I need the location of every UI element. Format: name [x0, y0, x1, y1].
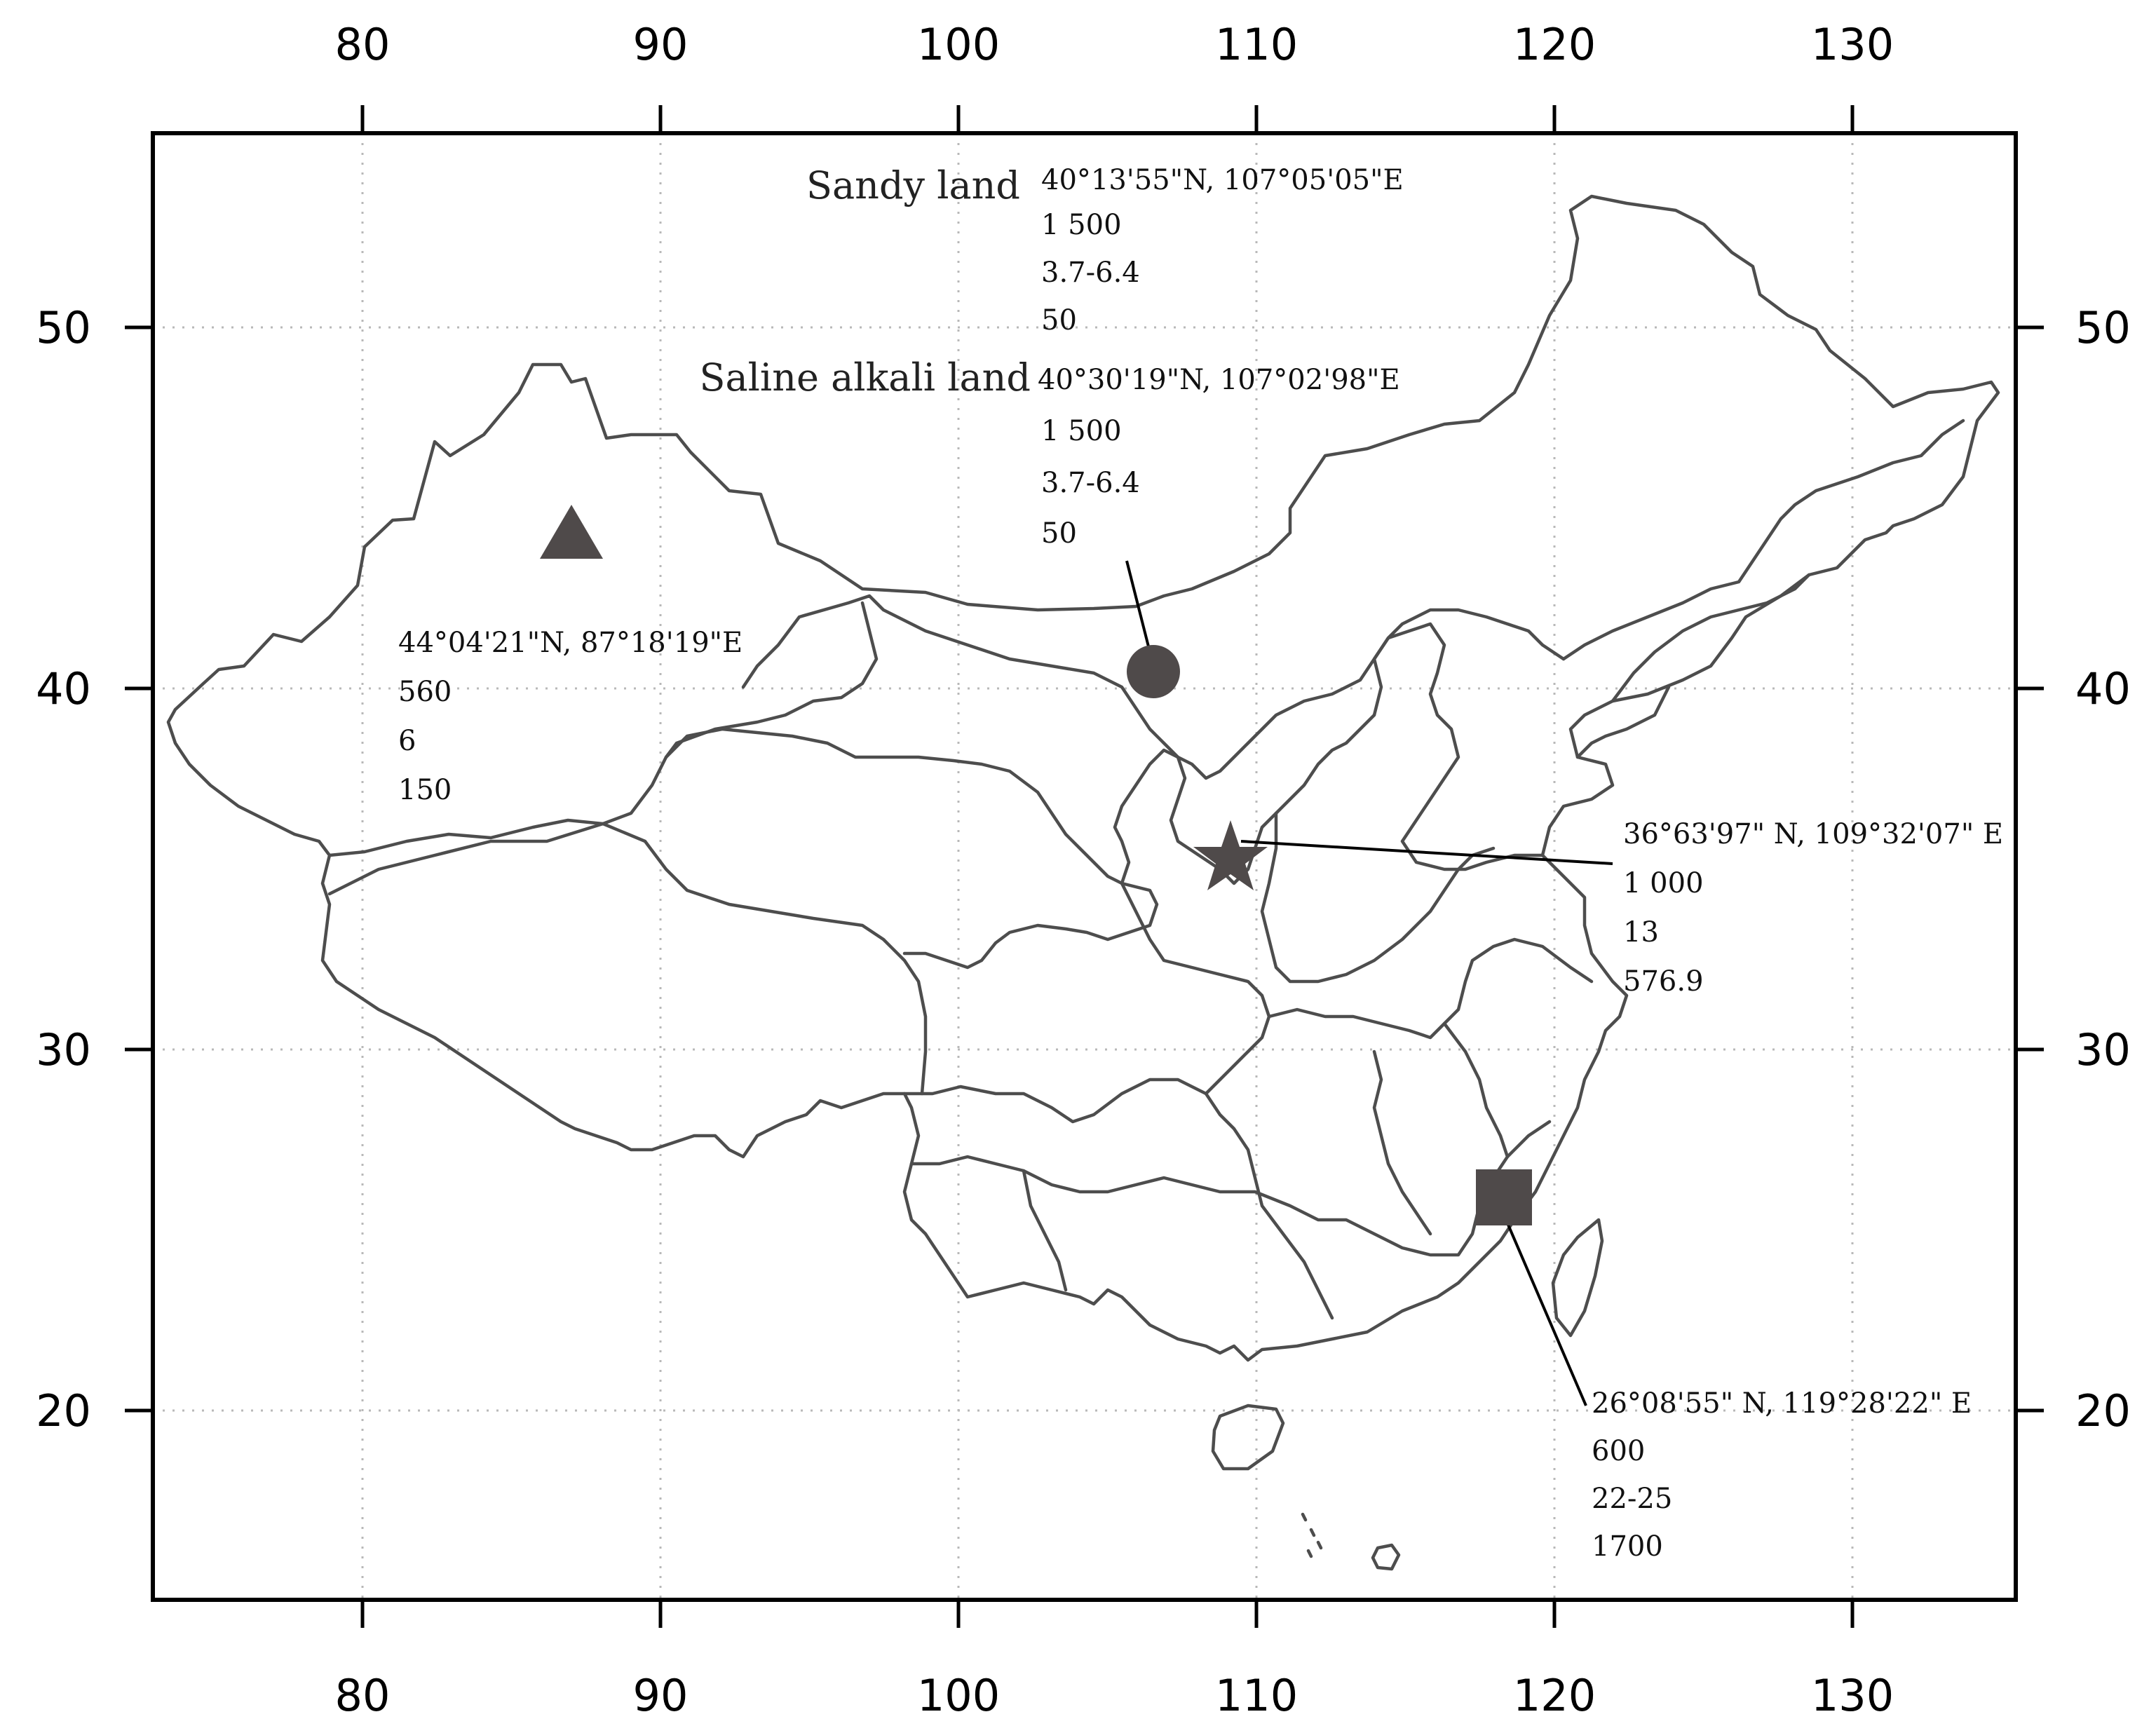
star-value-1: 1 000	[1623, 867, 1704, 899]
lat-label-left-30: 30	[36, 1024, 91, 1075]
lon-label-top-80: 80	[335, 19, 391, 70]
taiwan-outline	[1551, 1218, 1604, 1338]
square-value-1: 600	[1592, 1435, 1645, 1467]
lon-label-bottom-90: 90	[633, 1670, 689, 1721]
lat-label-right-30: 30	[2075, 1024, 2131, 1075]
square-site-annotation: 26°08'55" N, 119°28'22" E 600 22-25 1700	[1592, 1387, 1972, 1563]
site-markers	[540, 505, 1532, 1225]
triangle-value-3: 150	[398, 774, 452, 806]
lat-label-right-40: 40	[2075, 663, 2131, 714]
star-value-2: 13	[1623, 916, 1659, 949]
gansu-inner-mongolia-boundary	[741, 594, 1566, 780]
qinghai-boundary	[664, 727, 1159, 970]
triangle-value-2: 6	[398, 725, 416, 757]
lon-label-top-100: 100	[917, 19, 1000, 70]
south-boundary	[909, 1120, 1552, 1257]
lat-label-left-50: 50	[36, 302, 91, 353]
circle-site-annotation: Sandy land 40°13'55"N, 107°05'05"E 1 500…	[699, 163, 1403, 550]
lon-label-bottom-110: 110	[1215, 1670, 1298, 1721]
square-leader-line	[1505, 1219, 1587, 1406]
central-boundary	[1120, 881, 1334, 1320]
lon-label-bottom-120: 120	[1513, 1670, 1596, 1721]
hainan-outline	[1211, 1404, 1285, 1471]
saline-alkali-land-label: Saline alkali land	[699, 355, 1031, 400]
gridlines	[153, 133, 2016, 1600]
tick-labels: 80 90 100 110 120 130 80 90 100 110 120 …	[36, 19, 2131, 1721]
star-marker	[1193, 820, 1268, 890]
yangtze-boundary	[1267, 937, 1594, 1040]
sandy-land-label: Sandy land	[806, 163, 1020, 208]
hebei-shandong-boundary	[1372, 622, 1545, 871]
saline-coordinates: 40°30'19"N, 107°02'98"E	[1038, 364, 1400, 396]
lat-label-left-20: 20	[36, 1385, 91, 1436]
sandy-value-3: 50	[1041, 304, 1077, 337]
lat-label-right-20: 20	[2075, 1385, 2131, 1436]
northeast-boundary	[1561, 419, 1965, 759]
jiangxi-fujian-boundary	[1372, 1021, 1510, 1236]
star-site-annotation: 36°63'97" N, 109°32'07" E 1 000 13 576.9	[1623, 818, 2003, 998]
south-sea-islands	[1301, 1512, 1401, 1571]
triangle-value-1: 560	[398, 676, 452, 708]
star-coordinates: 36°63'97" N, 109°32'07" E	[1623, 818, 2003, 850]
sandy-value-1: 1 500	[1041, 209, 1122, 241]
sandy-coordinates: 40°13'55"N, 107°05'05"E	[1041, 164, 1404, 196]
circle-leader-line	[1125, 560, 1151, 653]
triangle-marker	[540, 505, 603, 559]
square-value-2: 22-25	[1592, 1483, 1672, 1515]
lat-label-right-50: 50	[2075, 302, 2131, 353]
square-marker	[1476, 1169, 1532, 1225]
yunnan-guizhou-boundary	[902, 1078, 1208, 1292]
triangle-site-annotation: 44°04'21"N, 87°18'19"E 560 6 150	[398, 627, 743, 806]
star-value-3: 576.9	[1623, 965, 1704, 998]
lon-label-bottom-80: 80	[335, 1670, 391, 1721]
leader-lines	[1125, 560, 1613, 1406]
national-outline	[166, 194, 2000, 1362]
square-coordinates: 26°08'55" N, 119°28'22" E	[1592, 1387, 1972, 1420]
sandy-value-2: 3.7-6.4	[1041, 257, 1140, 289]
saline-value-2: 3.7-6.4	[1041, 467, 1140, 499]
shanxi-henan-boundary	[1260, 811, 1496, 984]
lon-label-top-90: 90	[633, 19, 689, 70]
saline-value-3: 50	[1041, 517, 1077, 550]
circle-marker	[1127, 645, 1180, 698]
lon-label-bottom-130: 130	[1811, 1670, 1894, 1721]
lat-label-left-40: 40	[36, 663, 91, 714]
axis-ticks	[125, 105, 2044, 1628]
ningxia-shaanxi-boundary	[1113, 713, 1376, 885]
map-frame	[151, 131, 2018, 1602]
star-leader-line	[1240, 840, 1613, 865]
saline-value-1: 1 500	[1041, 415, 1122, 447]
tibet-boundary	[327, 822, 928, 1096]
province-boundaries	[166, 194, 2000, 1571]
lon-label-bottom-100: 100	[917, 1670, 1000, 1721]
triangle-coordinates: 44°04'21"N, 87°18'19"E	[398, 627, 743, 659]
lon-label-top-120: 120	[1513, 19, 1596, 70]
lon-label-top-110: 110	[1215, 19, 1298, 70]
square-value-3: 1700	[1592, 1530, 1663, 1563]
lon-label-top-130: 130	[1811, 19, 1894, 70]
